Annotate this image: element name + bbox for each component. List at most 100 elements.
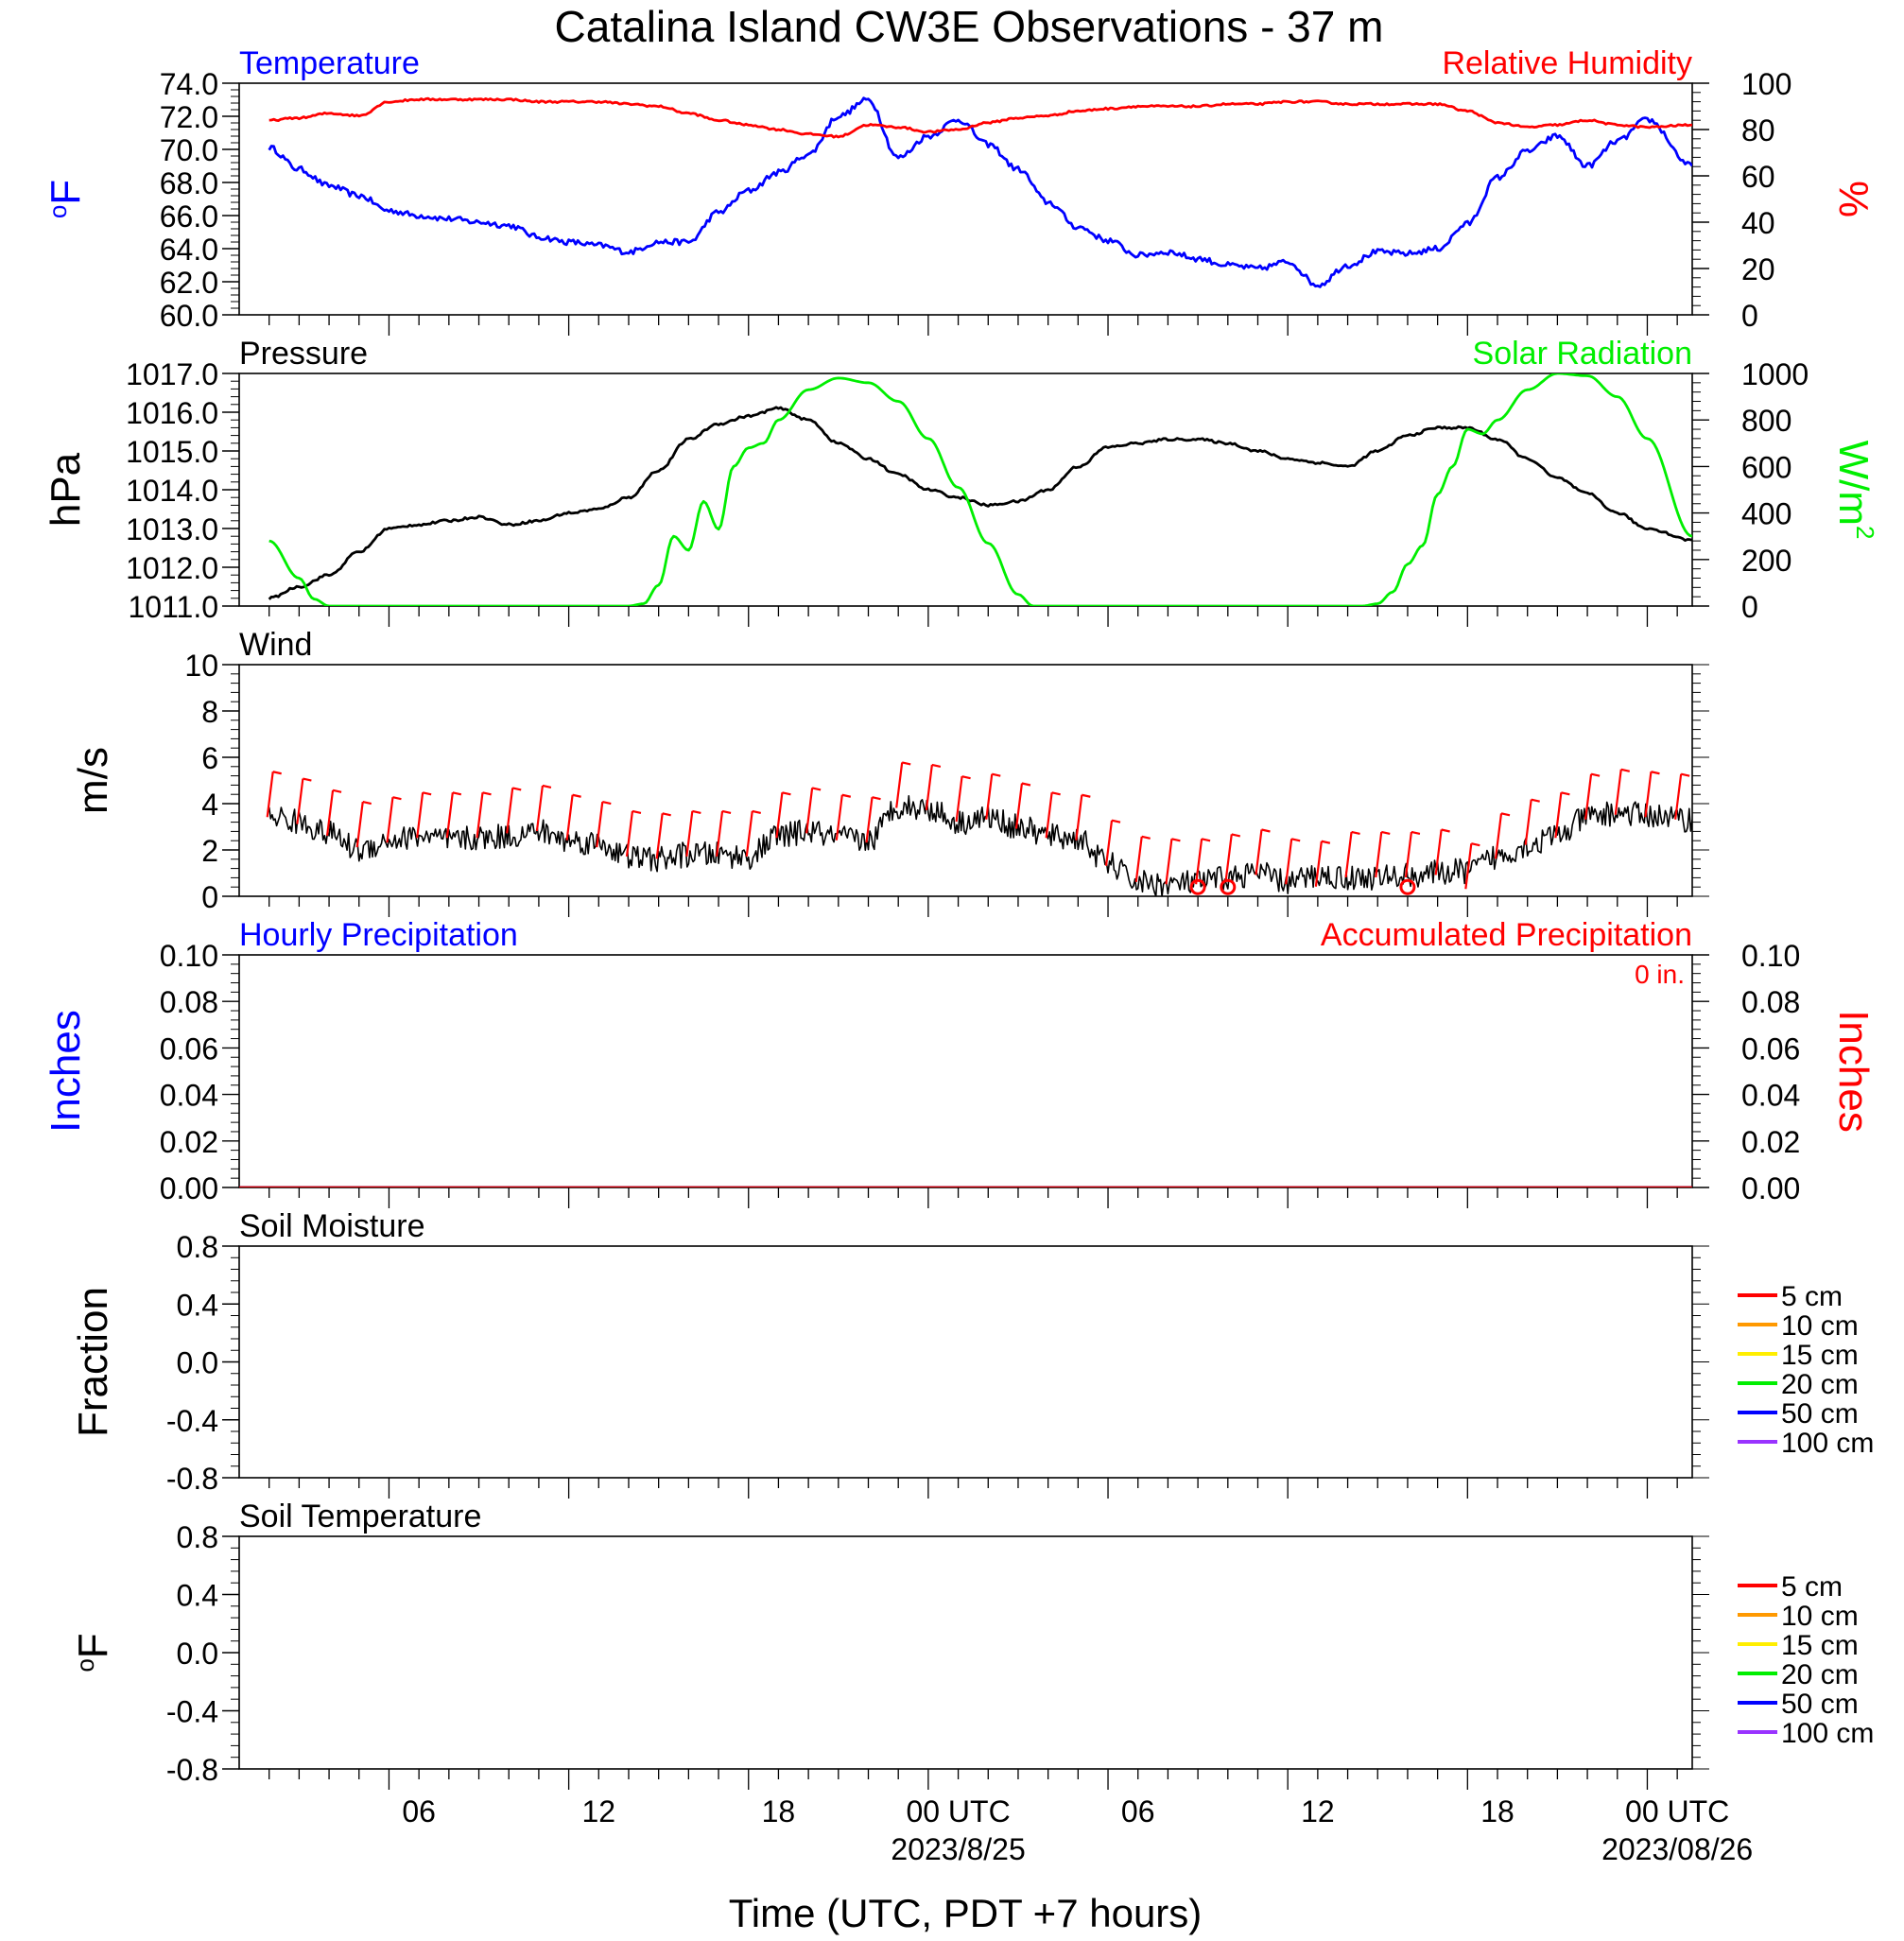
wind-barb-flag bbox=[392, 796, 402, 801]
wind-barb-flag bbox=[1141, 835, 1151, 840]
wind-barb-staff bbox=[1644, 771, 1653, 818]
panel-data bbox=[266, 761, 1692, 896]
series-solar_radiation bbox=[268, 373, 1692, 606]
wind-barb-flag bbox=[1290, 838, 1301, 842]
left-tick-label: 1013.0 bbox=[126, 512, 218, 546]
wind-barb-flag bbox=[901, 761, 911, 766]
wind-barb-flag bbox=[1620, 768, 1631, 772]
wind-barb-flag bbox=[662, 812, 671, 817]
accumulated-total: 0 in. bbox=[1635, 960, 1685, 989]
x-tick-label: 18 bbox=[1480, 1794, 1515, 1828]
left-tick-label: 0.8 bbox=[177, 1520, 218, 1554]
wind-barb-staff bbox=[1464, 843, 1473, 890]
panel-frame bbox=[238, 1245, 1693, 1479]
wind-barb-flag bbox=[1082, 793, 1091, 798]
wind-barb-flag bbox=[1651, 771, 1660, 775]
left-tick-label: -0.8 bbox=[166, 1462, 218, 1496]
wind-barb-staff bbox=[925, 764, 933, 811]
wind-barb-staff bbox=[1524, 799, 1532, 845]
right-tick-label: 1000 bbox=[1741, 357, 1809, 391]
panel-left-title: Soil Moisture bbox=[239, 1208, 425, 1244]
wind-barb-staff bbox=[1554, 792, 1563, 839]
right-tick-label: 400 bbox=[1741, 497, 1791, 531]
left-tick-label: -0.4 bbox=[166, 1695, 218, 1729]
wind-barb-staff bbox=[1375, 831, 1383, 878]
legend-label: 15 cm bbox=[1781, 1340, 1859, 1371]
wind-barb-flag bbox=[752, 809, 761, 814]
legend-label: 20 cm bbox=[1781, 1659, 1859, 1690]
x-axis-label: Time (UTC, PDT +7 hours) bbox=[729, 1891, 1203, 1935]
wind-barb-flag bbox=[961, 775, 971, 780]
wind-barb-flag bbox=[1411, 830, 1421, 836]
left-tick-label: 0.0 bbox=[177, 1637, 218, 1671]
wind-barb-staff bbox=[805, 788, 814, 834]
series-temperature bbox=[268, 96, 1692, 288]
wind-barb-staff bbox=[955, 776, 963, 823]
wind-barb-flag bbox=[1590, 772, 1601, 777]
wind-barb-flag bbox=[1201, 838, 1211, 842]
right-tick-label: 60 bbox=[1741, 160, 1775, 194]
wind-barb-staff bbox=[1674, 773, 1683, 820]
x-tick-date-label: 2023/08/26 bbox=[1601, 1832, 1753, 1866]
wind-barb-staff bbox=[865, 797, 874, 843]
wind-barb-flag bbox=[1021, 782, 1031, 787]
wind-barb-flag bbox=[1321, 840, 1331, 844]
left-tick-label: 0.10 bbox=[160, 939, 218, 973]
panel-frame bbox=[238, 1535, 1693, 1770]
legend-label: 10 cm bbox=[1781, 1601, 1859, 1632]
wind-barb-staff bbox=[1285, 839, 1293, 885]
wind-barb-staff bbox=[625, 810, 634, 858]
panel-left-title: Temperature bbox=[239, 45, 420, 81]
wind-barb-staff bbox=[596, 801, 604, 848]
wind-barb-flag bbox=[452, 791, 462, 796]
left-unit-label: hPa bbox=[43, 452, 89, 527]
left-tick-label: 68.0 bbox=[160, 166, 218, 200]
wind-barb-flag bbox=[782, 791, 791, 796]
x-tick-label: 12 bbox=[581, 1794, 615, 1828]
panel-data bbox=[268, 373, 1692, 606]
panel-soil_moisture: 0.8 0.4 0.0 -0.4 -0.8 Soil Moisture Fraction 5 … bbox=[70, 1208, 1874, 1499]
legend-label: 100 cm bbox=[1781, 1718, 1874, 1749]
panels: 74.072.070.068.066.064.062.060.010080604… bbox=[43, 45, 1879, 1866]
right-tick-label: 800 bbox=[1741, 404, 1791, 438]
right-tick-label: 0.06 bbox=[1741, 1031, 1800, 1066]
x-tick-label: 06 bbox=[402, 1794, 436, 1828]
wind-barb-flag bbox=[841, 793, 852, 798]
right-tick-label: 20 bbox=[1741, 252, 1775, 286]
panel-left-title: Pressure bbox=[239, 336, 368, 372]
legend-label: 20 cm bbox=[1781, 1369, 1859, 1400]
calm-wind-circle bbox=[1220, 878, 1237, 895]
left-tick-label: 1017.0 bbox=[126, 357, 218, 391]
wind-barb-flag bbox=[511, 787, 522, 791]
wind-barb-flag bbox=[1381, 830, 1391, 836]
right-unit-label: Inches bbox=[1830, 1010, 1877, 1133]
legend-label: 10 cm bbox=[1781, 1310, 1859, 1342]
left-tick-label: 0.4 bbox=[177, 1579, 218, 1613]
left-unit-label: oF bbox=[43, 180, 89, 218]
left-tick-label: 6 bbox=[201, 741, 218, 775]
right-unit-label: W/m2 bbox=[1830, 441, 1879, 540]
panel-wind: 10 8 6 4 2 0 Wind m/s bbox=[70, 627, 1709, 917]
right-unit-label: % bbox=[1830, 181, 1877, 217]
left-tick-label: 0.0 bbox=[177, 1346, 218, 1380]
wind-barb-staff bbox=[1165, 839, 1173, 885]
panel-left-title: Hourly Precipitation bbox=[239, 917, 518, 953]
wind-barb-staff bbox=[1014, 783, 1024, 829]
wind-barb-flag bbox=[602, 801, 612, 806]
left-tick-label: 66.0 bbox=[160, 199, 218, 234]
left-unit-label: Inches bbox=[43, 1010, 89, 1133]
wind-barb-staff bbox=[355, 801, 364, 848]
wind-barb-staff bbox=[1584, 773, 1593, 820]
calm-wind-circle bbox=[1189, 878, 1206, 895]
panel-frame bbox=[238, 82, 1693, 316]
wind-barb-flag bbox=[1561, 791, 1570, 796]
right-tick-label: 0.10 bbox=[1741, 939, 1800, 973]
wind-barb-staff bbox=[1224, 834, 1233, 880]
panel-temperature_humidity: 74.072.070.068.066.064.062.060.0 100 80 60 4… bbox=[43, 45, 1877, 336]
wind-barb-staff bbox=[386, 797, 394, 843]
left-tick-label: 1012.0 bbox=[126, 551, 218, 585]
wind-barb-flag bbox=[1471, 842, 1480, 847]
right-tick-label: 0.02 bbox=[1741, 1125, 1800, 1159]
panel-frame bbox=[238, 373, 1693, 607]
left-tick-label: 8 bbox=[201, 695, 218, 729]
